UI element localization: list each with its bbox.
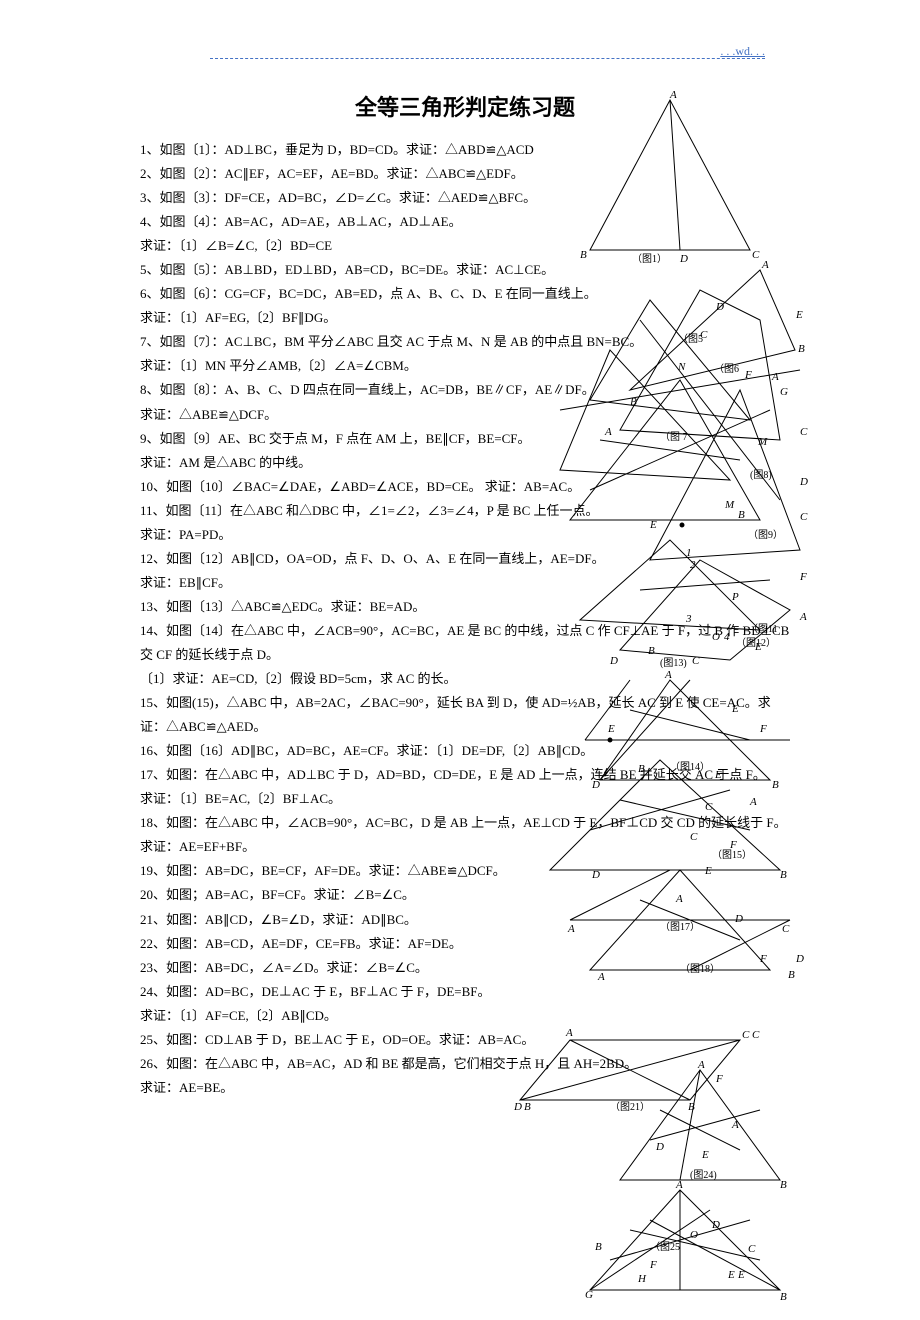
svg-text:B: B (780, 1179, 787, 1191)
svg-text:E: E (727, 1269, 735, 1281)
problem: 6、如图〔6〕：CG=CF，BC=DC，AB=ED，点 A、B、C、D、E 在同… (140, 282, 790, 306)
problem: 11、如图〔11〕在△ABC 和△DBC 中，∠1=∠2，∠3=∠4，P 是 B… (140, 499, 790, 523)
problem: 7、如图〔7〕：AC⊥BC，BM 平分∠ABC 且交 AC 于点 M、N 是 A… (140, 330, 790, 354)
problem: 8、如图〔8〕：A、B、C、D 四点在同一直线上，AC=DB，BE∥CF，AE∥… (140, 378, 790, 402)
problem: 求证：〔1〕MN 平分∠AMB,〔2〕∠A=∠CBM。 (140, 354, 790, 378)
problem: 17、如图：在△ABC 中，AD⊥BC 于 D，AD=BD，CD=DE，E 是 … (140, 763, 790, 787)
svg-text:G: G (585, 1289, 593, 1301)
problem: 23、如图：AB=DC，∠A=∠D。求证：∠B=∠C。 (140, 956, 790, 980)
problem: 3、如图〔3〕：DF=CE，AD=BC，∠D=∠C。求证：△AED≌△BFC。 (140, 186, 790, 210)
svg-text:B: B (524, 1101, 531, 1113)
page: . . .wd. . . 全等三角形判定练习题 1、如图〔1〕：AD⊥BC，垂足… (0, 0, 920, 1303)
svg-text:B: B (798, 343, 805, 355)
svg-text:F: F (649, 1259, 657, 1271)
content: 全等三角形判定练习题 1、如图〔1〕：AD⊥BC，垂足为 D，BD=CD。求证：… (140, 90, 790, 1100)
problem: 4、如图〔4〕：AB=AC，AD=AE，AB⊥AC，AD⊥AE。 (140, 210, 790, 234)
svg-text:（图25: （图25 (650, 1241, 680, 1253)
svg-text:D: D (655, 1141, 664, 1153)
svg-text:C: C (800, 426, 808, 438)
svg-text:D: D (799, 476, 808, 488)
svg-text:E: E (795, 309, 803, 321)
problem: 求证：〔1〕AF=EG,〔2〕BF∥DG。 (140, 306, 790, 330)
problem: 求证：AE=EF+BF。 (140, 835, 790, 859)
svg-text:D: D (795, 953, 804, 965)
problem: 9、如图〔9〕AE、BC 交于点 M，F 点在 AM 上，BE∥CF，BE=CF… (140, 427, 790, 451)
problem: 14、如图〔14〕在△ABC 中，∠ACB=90°，AC=BC，AE 是 BC … (140, 619, 790, 667)
problem: 19、如图：AB=DC，BE=CF，AF=DE。求证：△ABE≌△DCF。 (140, 859, 790, 883)
problem: 16、如图〔16〕AD∥BC，AD=BC，AE=CF。求证：〔1〕DE=DF,〔… (140, 739, 790, 763)
svg-text:A: A (675, 1179, 683, 1191)
svg-text:B: B (688, 1101, 695, 1113)
header-divider (210, 58, 765, 59)
problem: 24、如图：AD=BC，DE⊥AC 于 E，BF⊥AC 于 F，DE=BF。 (140, 980, 790, 1004)
problem: 15、如图(15)，△ABC 中，AB=2AC，∠BAC=90°，延长 BA 到… (140, 691, 790, 739)
problem: 求证：〔1〕BE=AC,〔2〕BF⊥AC。 (140, 787, 790, 811)
svg-text:E: E (701, 1149, 709, 1161)
svg-text:O: O (690, 1229, 698, 1241)
svg-text:D: D (513, 1101, 522, 1113)
problem: 26、如图：在△ABC 中，AB=AC，AD 和 BE 都是高，它们相交于点 H… (140, 1052, 790, 1076)
svg-text:A: A (799, 611, 807, 623)
problem: 13、如图〔13〕△ABC≌△EDC。求证：BE=AD。 (140, 595, 790, 619)
svg-text:H: H (637, 1273, 647, 1285)
svg-text:(图24): (图24) (690, 1169, 717, 1181)
svg-text:A: A (731, 1119, 739, 1131)
header-link[interactable]: . . .wd. . . (720, 44, 765, 59)
svg-text:E: E (737, 1269, 745, 1281)
problem: 2、如图〔2〕：AC∥EF，AC=EF，AE=BD。求证：△ABC≌△EDF。 (140, 162, 790, 186)
problem: 求证：〔1〕∠B=∠C,〔2〕BD=CE (140, 234, 790, 258)
problem: 1、如图〔1〕：AD⊥BC，垂足为 D，BD=CD。求证：△ABD≌△ACD (140, 138, 790, 162)
problem: 求证：AE=BE。 (140, 1076, 790, 1100)
problem: 25、如图：CD⊥AB 于 D，BE⊥AC 于 E，OD=OE。求证：AB=AC… (140, 1028, 790, 1052)
problem: 求证：AM 是△ABC 的中线。 (140, 451, 790, 475)
problem-list: 1、如图〔1〕：AD⊥BC，垂足为 D，BD=CD。求证：△ABD≌△ACD 2… (140, 138, 790, 1100)
svg-text:C: C (800, 511, 808, 523)
problem: 求证：〔1〕AF=CE,〔2〕AB∥CD。 (140, 1004, 790, 1028)
problem: 求证：PA=PD。 (140, 523, 790, 547)
svg-text:C: C (748, 1243, 756, 1255)
problem: 21、如图：AB∥CD，∠B=∠D，求证：AD∥BC。 (140, 908, 790, 932)
svg-text:F: F (799, 571, 807, 583)
svg-text:D: D (711, 1219, 720, 1231)
svg-text:B: B (780, 1291, 787, 1303)
problem: 10、如图〔10〕∠BAC=∠DAE，∠ABD=∠ACE，BD=CE。 求证：A… (140, 475, 790, 499)
problem: 5、如图〔5〕：AB⊥BD，ED⊥BD，AB=CD，BC=DE。求证：AC⊥CE… (140, 258, 790, 282)
problem: 18、如图：在△ABC 中，∠ACB=90°，AC=BC，D 是 AB 上一点，… (140, 811, 790, 835)
problem: 求证：EB∥CF。 (140, 571, 790, 595)
svg-text:（图21）: （图21） (610, 1101, 650, 1113)
problem: 〔1〕求证：AE=CD,〔2〕假设 BD=5cm，求 AC 的长。 (140, 667, 790, 691)
problem: 12、如图〔12〕AB∥CD，OA=OD，点 F、D、O、A、E 在同一直线上，… (140, 547, 790, 571)
problem: 20、如图；AB=AC，BF=CF。求证：∠B=∠C。 (140, 883, 790, 907)
problem: 22、如图：AB=CD，AE=DF，CE=FB。求证：AF=DE。 (140, 932, 790, 956)
svg-text:B: B (595, 1241, 602, 1253)
problem: 求证：△ABE≌△DCF。 (140, 403, 790, 427)
page-title: 全等三角形判定练习题 (140, 90, 790, 122)
